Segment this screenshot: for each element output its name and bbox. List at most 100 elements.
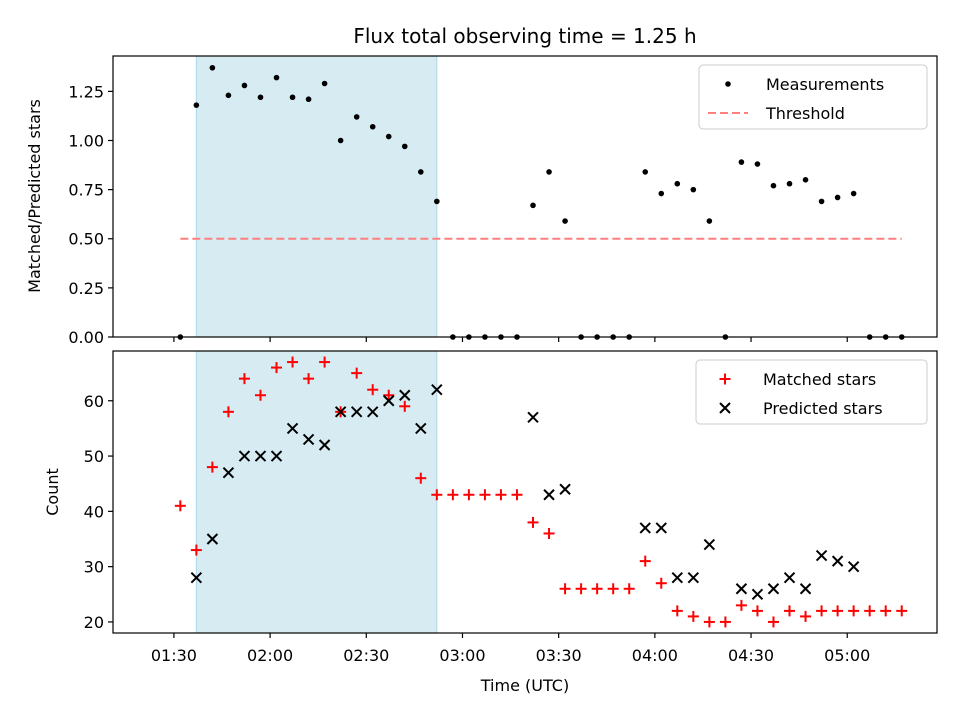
x-tick-label: 01:30 bbox=[151, 646, 197, 665]
data-point bbox=[591, 583, 603, 595]
data-point bbox=[767, 583, 780, 595]
series-matched-stars bbox=[174, 356, 908, 628]
data-point bbox=[367, 384, 379, 396]
data-point bbox=[559, 483, 571, 495]
x-b bbox=[254, 450, 267, 462]
x-tick-label: 05:00 bbox=[824, 646, 870, 665]
data-point bbox=[850, 190, 857, 197]
y-tick-label: 20 bbox=[84, 613, 104, 632]
data-point bbox=[447, 489, 459, 501]
data-point bbox=[303, 373, 315, 385]
data-point bbox=[703, 616, 715, 628]
y-tick-label: 0.25 bbox=[68, 279, 104, 298]
x-axis-label: Time (UTC) bbox=[480, 676, 569, 695]
x-b bbox=[334, 406, 347, 418]
data-point bbox=[530, 202, 536, 209]
x-b bbox=[783, 571, 796, 584]
data-point bbox=[415, 422, 427, 435]
data-point bbox=[655, 577, 667, 589]
data-point bbox=[270, 450, 283, 462]
data-point bbox=[703, 538, 716, 551]
data-point bbox=[738, 159, 745, 165]
x-b bbox=[751, 588, 764, 601]
data-point bbox=[751, 588, 764, 601]
y-tick-label: 0.00 bbox=[68, 328, 104, 347]
data-point bbox=[238, 373, 250, 385]
data-point bbox=[302, 433, 315, 446]
series-predicted-stars bbox=[190, 383, 860, 601]
data-point bbox=[318, 439, 331, 451]
top-y-axis-label: Matched/Predicted stars bbox=[25, 99, 44, 293]
data-point bbox=[815, 549, 828, 562]
data-point bbox=[431, 489, 443, 501]
chart-title: Flux total observing time = 1.25 h bbox=[353, 24, 696, 48]
data-point bbox=[735, 583, 748, 595]
data-point bbox=[434, 198, 440, 205]
data-point bbox=[802, 176, 809, 183]
data-point bbox=[719, 616, 731, 628]
data-point bbox=[543, 527, 555, 539]
x-b bbox=[703, 538, 716, 551]
data-point bbox=[206, 533, 219, 545]
x-b bbox=[655, 522, 667, 534]
data-point bbox=[783, 571, 796, 584]
x-tick-label: 04:30 bbox=[728, 646, 774, 665]
x-b bbox=[735, 583, 748, 595]
legend: Matched stars Predicted stars bbox=[695, 359, 928, 425]
x-tick-label: 04:00 bbox=[632, 646, 678, 665]
data-point bbox=[816, 605, 828, 617]
x-b bbox=[366, 406, 379, 418]
data-point bbox=[369, 123, 376, 130]
x-tick-label: 02:30 bbox=[343, 646, 389, 665]
data-point bbox=[559, 583, 571, 595]
data-point bbox=[353, 114, 360, 120]
x-b bbox=[399, 389, 411, 401]
x-b bbox=[767, 583, 780, 595]
y-tick-label: 50 bbox=[84, 447, 104, 466]
data-point bbox=[350, 406, 363, 418]
x-b bbox=[815, 549, 828, 562]
plot-frame bbox=[112, 55, 938, 338]
data-point bbox=[463, 489, 475, 501]
data-point bbox=[543, 489, 555, 501]
data-point bbox=[399, 389, 411, 401]
data-point bbox=[623, 583, 635, 595]
data-point bbox=[735, 599, 747, 611]
data-point bbox=[190, 571, 203, 584]
data-point bbox=[222, 466, 235, 479]
x-b bbox=[671, 571, 684, 584]
data-point bbox=[415, 472, 427, 484]
x-b bbox=[383, 395, 395, 407]
data-point bbox=[257, 94, 264, 101]
y-tick-label: 30 bbox=[84, 558, 104, 577]
data-point bbox=[193, 102, 200, 108]
legend-marker-dot bbox=[725, 81, 731, 87]
data-point bbox=[238, 450, 251, 462]
data-point bbox=[399, 400, 411, 412]
y-tick-label: 40 bbox=[84, 502, 104, 521]
data-point bbox=[642, 169, 649, 175]
data-point bbox=[383, 395, 395, 407]
data-point bbox=[896, 605, 908, 617]
data-point bbox=[222, 406, 234, 418]
legend-box bbox=[698, 64, 928, 130]
data-point bbox=[254, 389, 266, 401]
data-point bbox=[671, 605, 683, 617]
data-point bbox=[286, 422, 299, 435]
data-point bbox=[799, 583, 812, 595]
data-point bbox=[319, 356, 331, 368]
x-b bbox=[222, 466, 235, 479]
data-point bbox=[366, 406, 379, 418]
data-point bbox=[351, 367, 363, 379]
data-point bbox=[607, 583, 619, 595]
data-point bbox=[767, 616, 779, 628]
data-point bbox=[880, 605, 892, 617]
x-b bbox=[302, 433, 315, 446]
legend-box bbox=[695, 359, 928, 425]
data-point bbox=[401, 143, 408, 150]
data-point bbox=[786, 180, 793, 187]
observing-window-span bbox=[195, 55, 438, 338]
data-point bbox=[241, 82, 248, 89]
x-b bbox=[527, 411, 539, 424]
plot-frame bbox=[112, 350, 938, 634]
